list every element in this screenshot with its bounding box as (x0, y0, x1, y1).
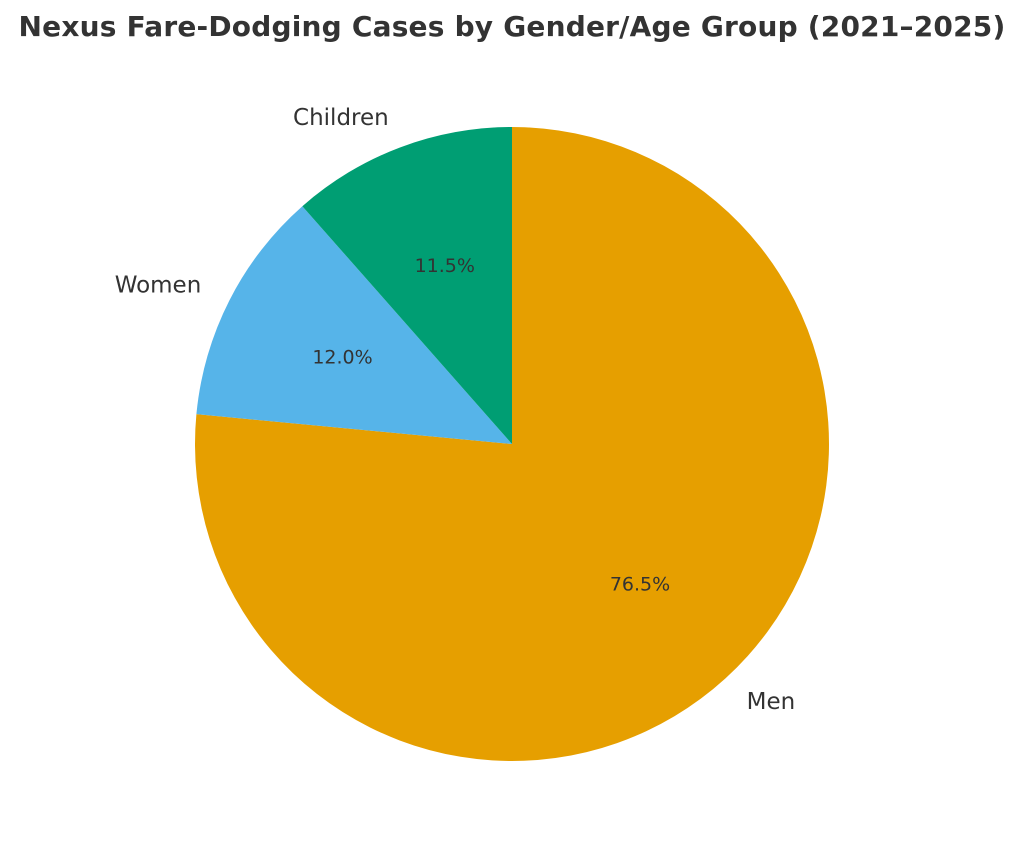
pie-slice-men (195, 127, 830, 762)
slice-label-children: Children (293, 105, 389, 131)
slice-label-women: Women (115, 273, 202, 299)
pie-slice-women (196, 206, 512, 444)
pie-slices (195, 127, 830, 762)
slice-percent-children: 11.5% (415, 255, 475, 277)
pie-labels: Men 76.5% Women 12.0% Children 11.5% (115, 105, 796, 715)
pie-slice-children (302, 127, 512, 444)
slice-percent-women: 12.0% (312, 347, 372, 369)
chart-title: Nexus Fare-Dodging Cases by Gender/Age G… (18, 10, 1006, 43)
slice-percent-men: 76.5% (610, 574, 670, 596)
slice-label-men: Men (747, 689, 796, 715)
